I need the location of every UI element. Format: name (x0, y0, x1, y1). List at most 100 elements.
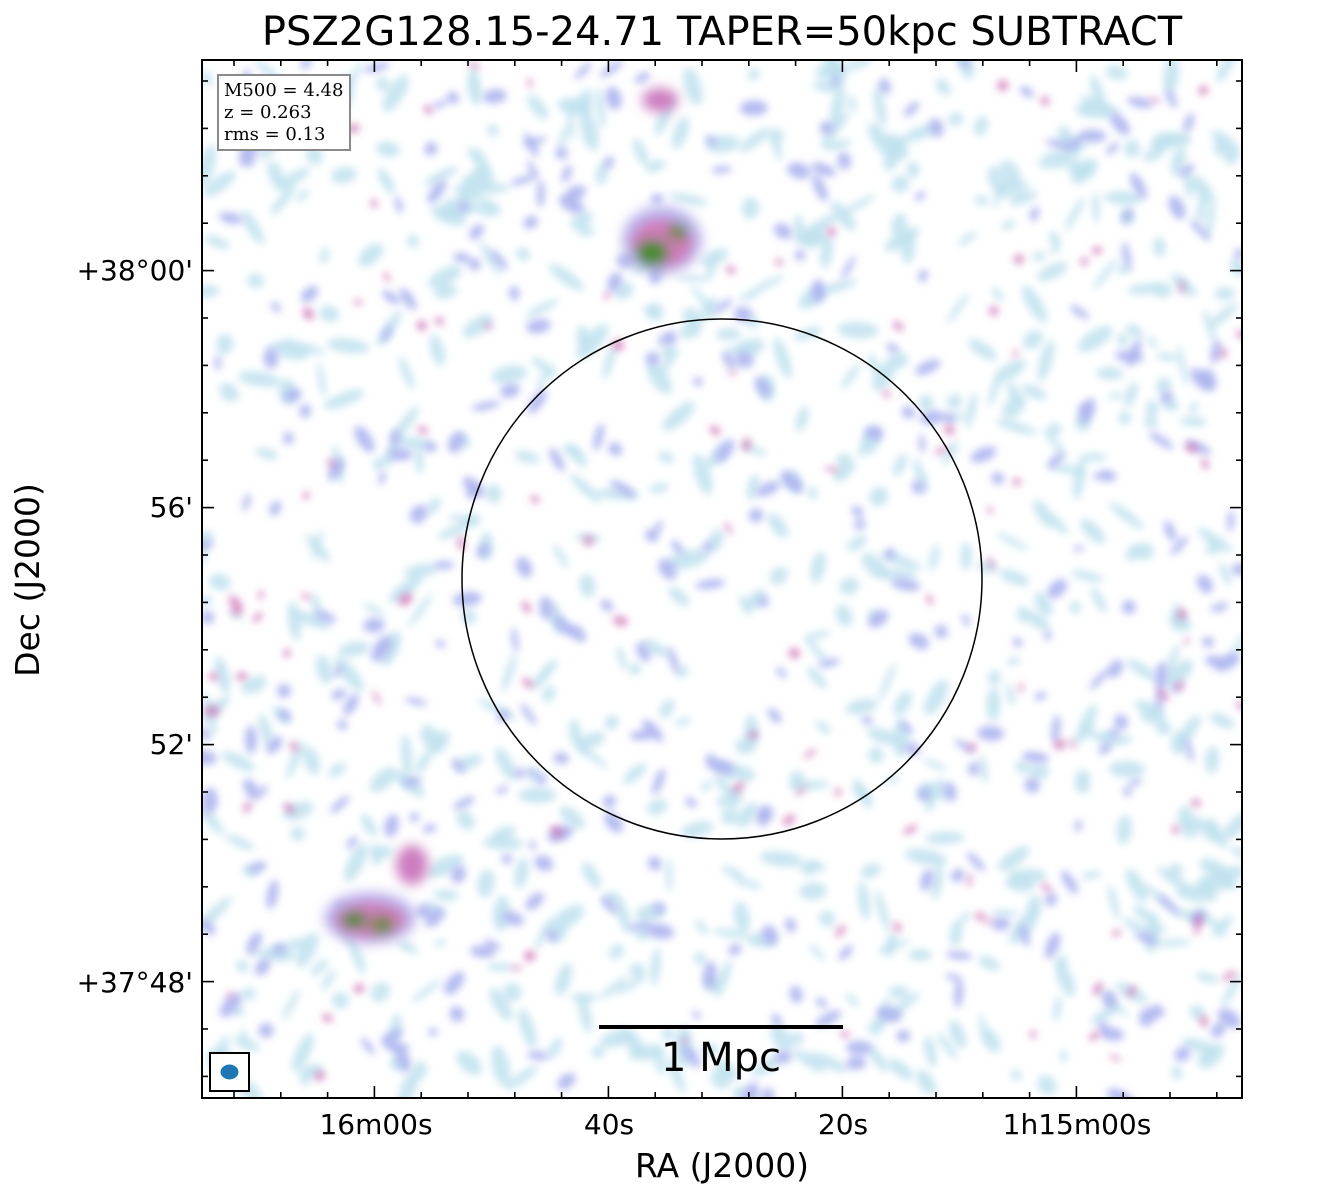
noise-blob (979, 755, 988, 784)
noise-blob (1191, 175, 1214, 203)
noise-blob (682, 307, 703, 329)
noise-blob (393, 405, 420, 440)
noise-blob (456, 1050, 482, 1076)
noise-blob (958, 231, 977, 246)
noise-blob (1160, 390, 1173, 404)
noise-blob (1236, 701, 1242, 710)
noise-blob (482, 88, 507, 104)
noise-blob (226, 992, 233, 999)
noise-blob (424, 907, 444, 928)
noise-blob (645, 351, 661, 367)
noise-blob (643, 306, 659, 319)
radio-source-north (622, 88, 702, 274)
scale-bar-label: 1 Mpc (660, 1035, 782, 1081)
noise-blob (898, 720, 914, 734)
noise-blob (847, 535, 867, 551)
noise-blob (1177, 344, 1188, 386)
noise-blob (396, 1049, 411, 1073)
noise-blob (1032, 251, 1046, 261)
noise-blob (751, 1056, 782, 1077)
noise-blob (1071, 158, 1098, 184)
noise-blob (761, 925, 778, 945)
noise-blob (1002, 395, 1026, 419)
noise-blob (1093, 258, 1118, 289)
noise-blob (790, 1031, 804, 1046)
noise-blob (997, 846, 1030, 871)
noise-blob (891, 578, 921, 592)
noise-blob (901, 406, 916, 419)
noise-blob (587, 731, 605, 747)
noise-blob (873, 87, 887, 127)
noise-blob (883, 390, 891, 398)
noise-blob (1171, 1066, 1183, 1080)
noise-blob (524, 950, 536, 962)
noise-blob (961, 613, 970, 627)
noise-blob (319, 305, 340, 323)
noise-blob (404, 563, 437, 578)
noise-blob (315, 610, 336, 623)
noise-blob (427, 179, 447, 204)
noise-blob (254, 957, 271, 976)
noise-blob (803, 749, 817, 759)
noise-blob (692, 453, 713, 495)
noise-blob (1012, 477, 1022, 486)
noise-blob (1148, 97, 1162, 103)
noise-blob (1147, 336, 1158, 349)
noise-blob (452, 591, 482, 607)
noise-blob (1044, 892, 1057, 907)
noise-blob (999, 160, 1021, 186)
noise-blob (371, 635, 392, 662)
noise-blob (444, 971, 465, 995)
noise-blob (1126, 96, 1153, 109)
noise-blob (523, 215, 538, 229)
noise-blob (485, 484, 502, 504)
noise-blob (479, 240, 502, 276)
noise-blob (1229, 258, 1242, 277)
noise-blob (1034, 691, 1047, 701)
noise-blob (321, 969, 336, 991)
noise-blob (437, 521, 473, 540)
noise-blob (996, 532, 1029, 551)
noise-blob (295, 932, 319, 968)
noise-blob (241, 210, 265, 245)
noise-blob (681, 1037, 688, 1044)
noise-blob (756, 807, 770, 822)
noise-blob (954, 979, 964, 1008)
noise-blob (979, 1013, 988, 1042)
noise-blob (929, 544, 940, 571)
noise-blob (629, 962, 645, 978)
noise-blob (767, 513, 789, 538)
noise-blob (893, 921, 902, 933)
noise-blob (405, 697, 427, 706)
y-tick-label-38d00m: +38°00' (76, 254, 193, 287)
noise-blob (682, 1045, 701, 1068)
noise-blob (845, 1056, 867, 1070)
noise-blob (1108, 392, 1124, 400)
noise-blob (1098, 1019, 1109, 1037)
noise-blob (936, 777, 946, 801)
noise-blob (1163, 520, 1177, 542)
x-tick-label-20s: 20s (817, 1108, 869, 1141)
noise-blob (706, 254, 717, 280)
noise-blob (248, 861, 267, 873)
noise-blob (516, 247, 530, 261)
noise-blob (1033, 499, 1055, 528)
noise-blob (665, 857, 673, 893)
noise-blob (1080, 518, 1106, 544)
noise-blob (716, 795, 727, 808)
noise-blob (945, 973, 962, 981)
noise-blob (845, 993, 859, 1007)
noise-blob (812, 174, 828, 202)
noise-blob (283, 802, 295, 814)
noise-blob (579, 573, 596, 598)
noise-blob (258, 714, 273, 747)
noise-blob (1164, 659, 1194, 687)
noise-blob (363, 603, 384, 616)
noise-blob (422, 824, 437, 833)
noise-blob (1021, 751, 1050, 764)
noise-blob (238, 371, 281, 388)
noise-blob (326, 338, 370, 354)
noise-blob (782, 814, 796, 826)
noise-blob (1103, 990, 1117, 1010)
noise-blob (745, 589, 767, 610)
